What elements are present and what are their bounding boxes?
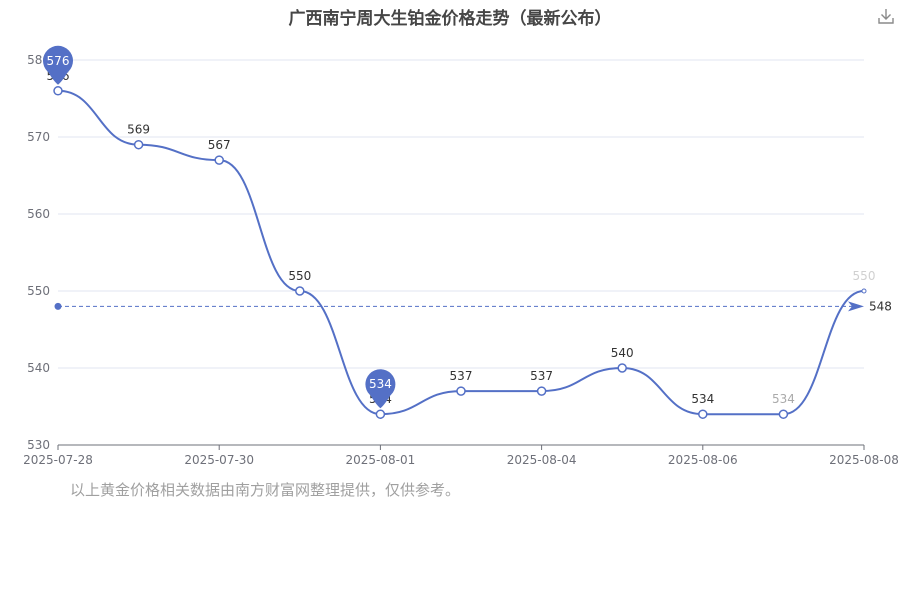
data-point <box>375 409 386 419</box>
data-label: 537 <box>450 369 473 383</box>
max-marker: 576 <box>43 45 73 85</box>
data-points <box>53 86 867 419</box>
y-tick-label: 550 <box>27 284 50 298</box>
y-tick-label: 530 <box>27 438 50 452</box>
data-point <box>861 288 867 294</box>
data-point <box>133 139 144 150</box>
average-line-arrow <box>848 301 864 312</box>
data-label: 550 <box>288 269 311 283</box>
extreme-markers: 576 534 <box>43 45 396 409</box>
chart-title: 广西南宁周大生铂金价格走势（最新公布） <box>288 9 612 29</box>
data-label: 550 <box>853 269 876 283</box>
y-tick-label: 560 <box>27 207 50 221</box>
footnote: 以上黄金价格相关数据由南方财富网整理提供，仅供参考。 <box>70 481 461 499</box>
data-point <box>698 409 708 419</box>
series-line <box>57 89 865 416</box>
max-marker-head <box>43 45 73 76</box>
min-marker: 534 <box>365 369 396 409</box>
min-marker-label: 534 <box>369 377 392 391</box>
x-tick-label: 2025-07-30 <box>184 453 254 467</box>
download-icon[interactable] <box>876 6 896 26</box>
x-axis: 2025-07-28 2025-07-30 2025-08-01 2025-08-04… <box>23 444 899 467</box>
min-marker-head <box>365 369 396 400</box>
x-tick-label: 2025-08-06 <box>668 453 738 467</box>
max-marker-label: 576 <box>47 54 70 68</box>
series-path <box>57 89 865 416</box>
y-tick-label: 570 <box>27 130 50 144</box>
average-line: 548 <box>54 299 892 313</box>
data-point <box>456 386 466 396</box>
data-label: 569 <box>127 123 150 137</box>
average-line-start <box>54 302 62 310</box>
data-labels: 576569567550534537537540534534550 <box>47 69 876 406</box>
average-line-label: 548 <box>869 299 892 313</box>
data-label: 567 <box>208 138 231 152</box>
data-point <box>536 386 547 396</box>
data-point <box>778 409 789 419</box>
data-point <box>617 363 627 373</box>
data-label: 534 <box>691 392 714 406</box>
data-label: 534 <box>772 392 795 406</box>
x-tick-label: 2025-08-08 <box>829 453 899 467</box>
y-tick-label: 540 <box>27 361 50 375</box>
data-point <box>214 155 224 165</box>
data-point <box>53 86 63 96</box>
data-label: 540 <box>611 346 634 360</box>
x-tick-label: 2025-08-01 <box>346 453 416 467</box>
x-tick-label: 2025-08-04 <box>507 453 577 467</box>
grid-lines <box>58 59 864 369</box>
data-point <box>295 286 305 296</box>
data-label: 537 <box>530 369 553 383</box>
x-tick-label: 2025-07-28 <box>23 453 93 467</box>
